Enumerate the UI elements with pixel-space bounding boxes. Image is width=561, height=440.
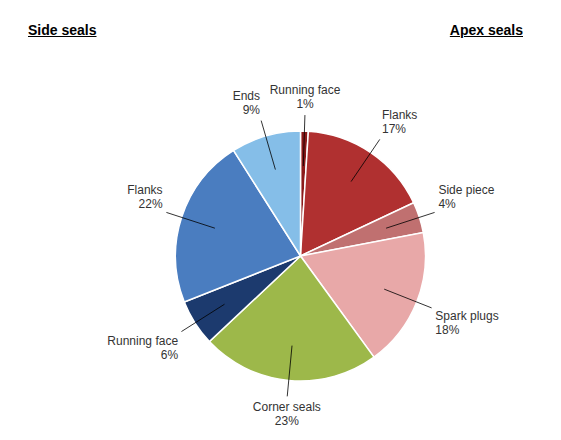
- svg-text:Flanks22%: Flanks22%: [127, 183, 163, 211]
- svg-text:Spark plugs18%: Spark plugs18%: [435, 309, 498, 337]
- svg-text:Running face1%: Running face1%: [270, 83, 341, 111]
- svg-text:Side piece4%: Side piece4%: [438, 183, 494, 211]
- html-text:Side seals: Side seals: [28, 22, 97, 38]
- svg-text:Flanks17%: Flanks17%: [382, 108, 417, 136]
- svg-text:Running face6%: Running face6%: [107, 334, 178, 362]
- svg-text:Corner seals23%: Corner seals23%: [253, 400, 321, 428]
- html-text:Apex seals: Apex seals: [449, 22, 523, 38]
- svg-text:Ends9%: Ends9%: [233, 89, 261, 117]
